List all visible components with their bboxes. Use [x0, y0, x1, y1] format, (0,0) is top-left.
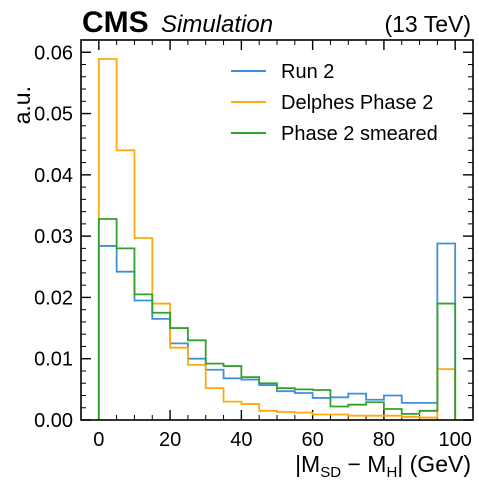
energy-label: (13 TeV) — [384, 11, 471, 37]
y-axis-label: a.u. — [9, 86, 35, 124]
x-tick-label: 100 — [438, 429, 471, 451]
x-tick-label: 60 — [302, 429, 324, 451]
y-tick-label: 0.05 — [34, 104, 73, 126]
simulation-tag: Simulation — [161, 11, 273, 38]
legend: Run 2 Delphes Phase 2 Phase 2 smeared — [231, 61, 438, 145]
x-tick-label: 40 — [230, 429, 252, 451]
plot-frame — [80, 39, 474, 421]
legend-entry: Phase 2 smeared — [281, 123, 438, 145]
histogram-series — [97, 58, 457, 420]
legend-entry: Delphes Phase 2 — [281, 92, 433, 114]
series-2-step-line — [97, 58, 457, 420]
series-3-step-line — [97, 218, 457, 420]
y-tick-label: 0.02 — [34, 287, 73, 309]
experiment-label: CMS — [82, 6, 149, 39]
y-tick-label: 0.06 — [34, 42, 73, 64]
y-tick-label: 0.04 — [34, 165, 73, 187]
x-tick-label: 0 — [93, 429, 104, 451]
y-tick-label: 0.01 — [34, 349, 73, 371]
x-tick-label: 80 — [373, 429, 395, 451]
y-tick-label: 0.00 — [34, 410, 73, 432]
tick-labels: 0 20 40 60 80 100 0.00 0.01 0.02 0.03 0.04 0.05 0.06 — [34, 42, 472, 451]
x-tick-label: 20 — [159, 429, 181, 451]
y-tick-label: 0.03 — [34, 226, 73, 248]
legend-entry: Run 2 — [281, 61, 334, 83]
x-axis-label: |MSD − MH| (GeV) — [295, 451, 471, 481]
